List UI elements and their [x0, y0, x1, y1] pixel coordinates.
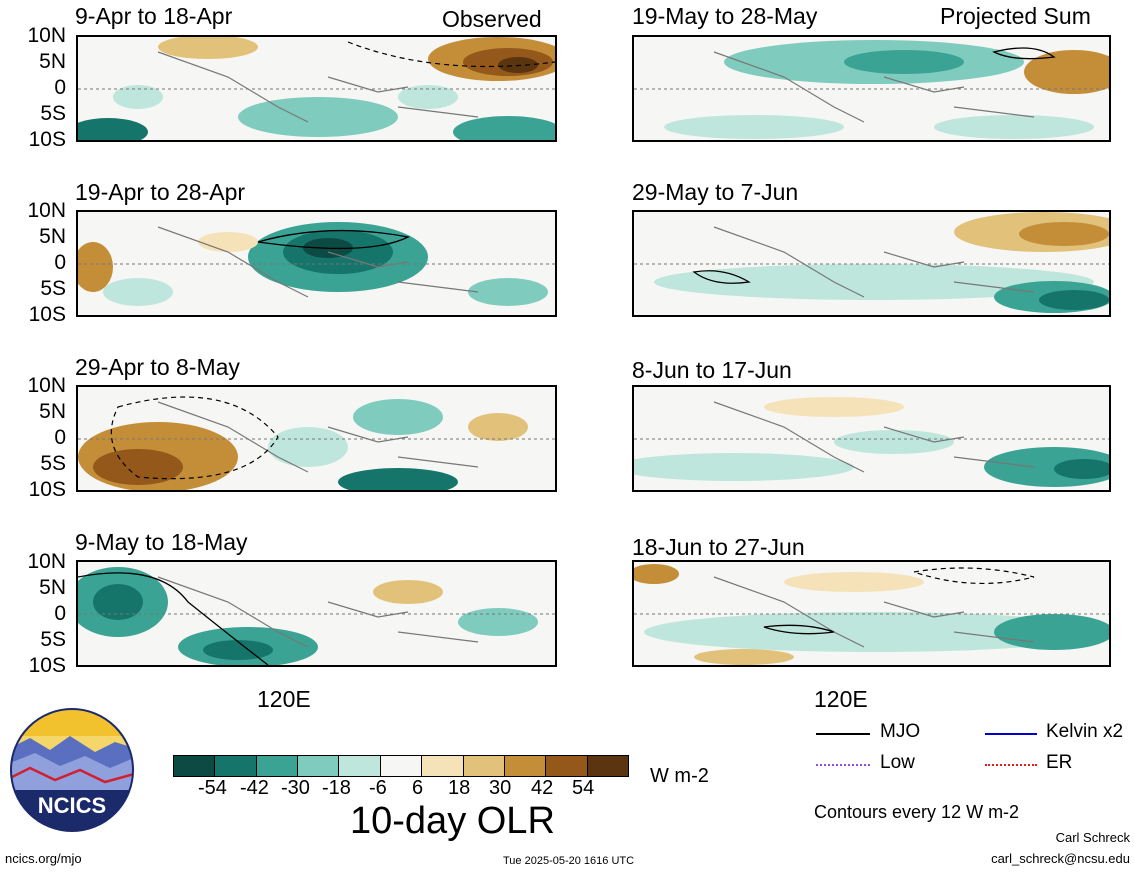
colorbar-tick: 42	[531, 777, 554, 799]
contour-note: Contours every 12 W m-2	[814, 802, 1020, 822]
olr-field	[78, 222, 555, 306]
lat-label: 10N	[27, 24, 66, 47]
map-panel-left-2	[76, 210, 557, 317]
ncics-logo: NCICS	[10, 708, 134, 832]
olr-field	[634, 397, 1109, 487]
lat-label: 5N	[39, 576, 66, 599]
map-panel-right-4	[632, 560, 1111, 667]
colorbar-tick: -54	[198, 777, 227, 799]
lon-label-right: 120E	[814, 686, 868, 712]
panel-title-right-3: 8-Jun to 17-Jun	[632, 357, 792, 383]
legend-swatch-low	[816, 764, 870, 766]
lat-label: 10S	[28, 303, 66, 326]
colorbar-swatch	[256, 756, 299, 776]
colorbar-tick: -6	[369, 777, 387, 799]
lat-label: 5S	[40, 452, 66, 475]
panel-title-right-4: 18-Jun to 27-Jun	[632, 534, 805, 560]
lat-label: 10S	[28, 654, 66, 677]
map-panel-left-4	[76, 560, 557, 667]
lat-label: 0	[54, 602, 66, 625]
lat-label: 5S	[40, 628, 66, 651]
lat-label: 10S	[28, 478, 66, 501]
colorbar-tick: 30	[489, 777, 512, 799]
map-panel-right-1	[632, 35, 1111, 142]
lat-label: 0	[54, 426, 66, 449]
logo-text: NCICS	[38, 793, 106, 818]
footer-url: ncics.org/mjo	[5, 851, 82, 866]
colorbar-swatch	[339, 756, 381, 776]
projected-label: Projected Sum	[940, 3, 1091, 29]
footer-author: Carl Schreck	[1055, 830, 1130, 845]
olr-field	[634, 40, 1109, 139]
colorbar-swatch	[463, 756, 505, 776]
panel-title-left-3: 29-Apr to 8-May	[75, 354, 240, 380]
colorbar-swatch	[298, 756, 340, 776]
colorbar-tick: 54	[572, 777, 595, 799]
legend-swatch-kelvin	[985, 733, 1037, 735]
panel-title-left-4: 9-May to 18-May	[75, 529, 248, 555]
lon-label-left: 120E	[257, 686, 311, 712]
observed-label: Observed	[442, 6, 542, 32]
footer-timestamp: Tue 2025-05-20 1616 UTC	[503, 855, 635, 867]
chart-title: 10-day OLR	[350, 800, 555, 842]
map-panel-right-3	[632, 385, 1111, 492]
colorbar-tick: 18	[448, 777, 471, 799]
colorbar-tick: -30	[281, 777, 310, 799]
legend-swatch-er	[985, 764, 1037, 766]
colorbar-swatch	[174, 756, 216, 776]
colorbar	[173, 755, 629, 777]
lat-label: 10N	[27, 199, 66, 222]
lat-label: 0	[54, 251, 66, 274]
colorbar-swatch	[215, 756, 257, 776]
map-panel-right-2	[632, 210, 1111, 317]
lat-label: 5N	[39, 50, 66, 73]
lat-label: 5N	[39, 400, 66, 423]
lat-label: 10N	[27, 374, 66, 397]
map-panel-left-1	[76, 35, 557, 142]
olr-field	[78, 567, 555, 665]
map-panel-left-3	[76, 385, 557, 492]
olr-field	[78, 396, 555, 490]
panel-title-right-2: 29-May to 7-Jun	[632, 179, 799, 205]
panel-title-left-2: 19-Apr to 28-Apr	[75, 179, 246, 205]
footer-email: carl_schreck@ncsu.edu	[991, 851, 1130, 866]
colorbar-swatch	[587, 756, 628, 776]
lat-label: 5S	[40, 102, 66, 125]
colorbar-tick: -42	[240, 777, 269, 799]
colorbar-swatch	[422, 756, 464, 776]
legend-label-er: ER	[1046, 752, 1073, 773]
colorbar-swatch	[546, 756, 588, 776]
lat-label: 5N	[39, 225, 66, 248]
panel-title-right-1: 19-May to 28-May	[632, 3, 818, 29]
colorbar-units: W m-2	[650, 765, 709, 787]
legend-label-low: Low	[880, 752, 915, 773]
legend-swatch-mjo	[816, 733, 870, 735]
colorbar-tick: -18	[322, 777, 351, 799]
legend-label-kelvin: Kelvin x2	[1046, 721, 1124, 742]
olr-field	[634, 212, 1109, 313]
lat-label: 10S	[28, 128, 66, 151]
olr-field	[78, 37, 555, 140]
panel-title-left-1: 9-Apr to 18-Apr	[75, 3, 233, 29]
lat-label: 0	[54, 76, 66, 99]
olr-field	[634, 564, 1109, 665]
lat-label: 5S	[40, 277, 66, 300]
colorbar-swatch	[504, 756, 547, 776]
legend-label-mjo: MJO	[880, 721, 921, 742]
colorbar-tick: 6	[412, 777, 424, 799]
colorbar-swatch	[380, 756, 423, 776]
lat-label: 10N	[27, 550, 66, 573]
